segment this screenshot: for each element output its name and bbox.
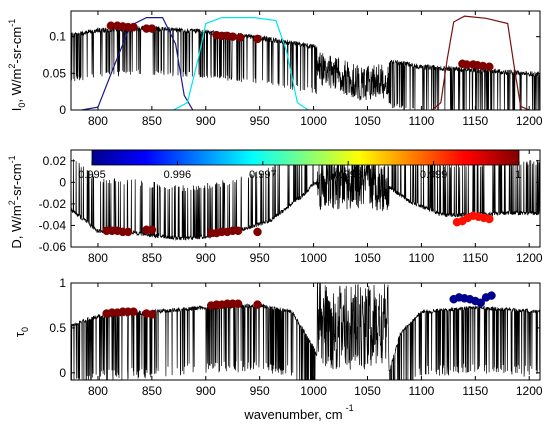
marker-point <box>253 300 262 309</box>
marker-point <box>233 299 243 308</box>
x-tick-label: 800 <box>88 114 108 128</box>
filter-curves <box>71 15 540 110</box>
marker-point <box>147 225 157 235</box>
plot-frame-top <box>70 10 541 111</box>
marker-point <box>485 62 494 71</box>
x-tick-label: 950 <box>250 251 270 265</box>
colorbar-gradient <box>91 149 520 166</box>
marker-point <box>485 214 494 224</box>
plot-frame-middle <box>70 149 541 248</box>
radiance-markers <box>106 21 494 71</box>
y-tick-label: -0.04 <box>39 218 67 232</box>
marker-point <box>253 34 262 44</box>
marker-point <box>129 22 138 32</box>
panel-transmittance: 0 0.5 1 800 850 900 950 1000 1050 1100 1150 1200 τ… <box>12 276 543 398</box>
filter-curve-2 <box>173 17 309 110</box>
x-tick-label: 850 <box>142 114 162 128</box>
panel-difference: -0.06 -0.04 -0.02 0 0.02 800 850 900 950 1000 105… <box>7 149 543 265</box>
x-tick-label: 1000 <box>300 384 327 398</box>
y-axis-ticks: 0 0.05 0.1 <box>43 30 540 117</box>
marker-point <box>253 227 262 237</box>
marker-point <box>129 307 138 316</box>
x-tick-label: 850 <box>142 384 162 398</box>
x-tick-label: 1150 <box>462 384 488 398</box>
x-tick-label: 1100 <box>408 384 434 398</box>
radiance-spectrum-line <box>71 25 540 110</box>
marker-point <box>487 291 496 300</box>
x-tick-label: 1200 <box>516 384 543 398</box>
x-tick-label: 1100 <box>408 251 434 265</box>
colorbar-tick-label: 0.996 <box>164 169 192 181</box>
panel-radiance: 0 0.05 0.1 800 850 900 950 1000 1050 1100 1150 120… <box>7 10 543 128</box>
x-tick-label: 1050 <box>354 384 381 398</box>
x-tick-label: 1000 <box>300 251 327 265</box>
transmittance-markers <box>102 291 496 319</box>
x-tick-label: 800 <box>88 384 108 398</box>
y-axis-label-bottom: τ0 <box>12 327 30 337</box>
spectrum-line <box>71 150 540 241</box>
colorbar-tick-label: 0.999 <box>420 169 448 181</box>
difference-markers <box>102 211 494 238</box>
x-axis-ticks: 800 850 900 950 1000 1050 1100 1150 1200 <box>88 283 543 398</box>
x-tick-label: 900 <box>196 251 216 265</box>
y-tick-label: 0.05 <box>43 66 67 80</box>
x-tick-label: 900 <box>196 114 216 128</box>
colorbar-tick-label: 0.997 <box>249 169 277 181</box>
x-tick-label: 1100 <box>408 114 434 128</box>
marker-point <box>147 24 157 33</box>
colorbar-tick-label: 1 <box>515 169 521 181</box>
colorbar-ticks: 0.995 0.996 0.997 0.998 0.999 1 <box>78 161 521 181</box>
y-tick-label: 1 <box>59 276 66 290</box>
x-tick-label: 1050 <box>354 114 381 128</box>
plot-frame-bottom <box>70 282 541 381</box>
x-tick-label: 1050 <box>354 251 381 265</box>
x-tick-label: 950 <box>250 384 270 398</box>
x-tick-label: 850 <box>142 251 162 265</box>
spectrum-line <box>71 25 540 110</box>
marker-point <box>228 32 237 41</box>
y-tick-label: 0.02 <box>43 154 67 168</box>
y-tick-label: 0 <box>59 175 66 189</box>
x-tick-label: 1150 <box>462 251 488 265</box>
y-axis-label-middle: D, W/m2-sr-cm-1 <box>7 155 24 248</box>
y-axis-label-top: I0, W/m2-sr-cm-1 <box>7 19 27 111</box>
x-tick-label: 1200 <box>516 114 543 128</box>
filter-curve-1 <box>81 17 194 110</box>
colorbar-tick-label: 0.998 <box>334 169 362 181</box>
y-tick-label: -0.06 <box>39 240 67 254</box>
y-axis-ticks: -0.06 -0.04 -0.02 0 0.02 <box>39 154 540 254</box>
y-tick-label: 0.1 <box>49 30 66 44</box>
x-axis-ticks: 800 850 900 950 1000 1050 1100 1150 1200 <box>88 11 543 128</box>
y-tick-label: 0 <box>59 103 66 117</box>
y-tick-label: -0.02 <box>39 197 67 211</box>
x-axis-label: wavenumber, cm -1 <box>243 403 353 422</box>
marker-point <box>147 310 157 319</box>
x-tick-label: 1200 <box>516 251 543 265</box>
filter-curve-3 <box>431 15 530 110</box>
marker-point <box>236 33 245 42</box>
marker-point <box>123 227 133 237</box>
x-tick-label: 900 <box>196 384 216 398</box>
x-tick-label: 1150 <box>462 114 488 128</box>
marker-point <box>476 298 485 308</box>
colorbar-tick-label: 0.995 <box>78 169 106 181</box>
y-tick-label: 0 <box>59 366 66 380</box>
difference-spectrum-line <box>71 150 540 241</box>
x-tick-label: 950 <box>250 114 270 128</box>
y-tick-label: 0.5 <box>49 321 66 335</box>
marker-point <box>233 226 243 236</box>
x-tick-label: 1000 <box>300 114 327 128</box>
x-tick-label: 800 <box>88 251 108 265</box>
x-axis-ticks: 800 850 900 950 1000 1050 1100 1150 1200 <box>88 150 543 265</box>
